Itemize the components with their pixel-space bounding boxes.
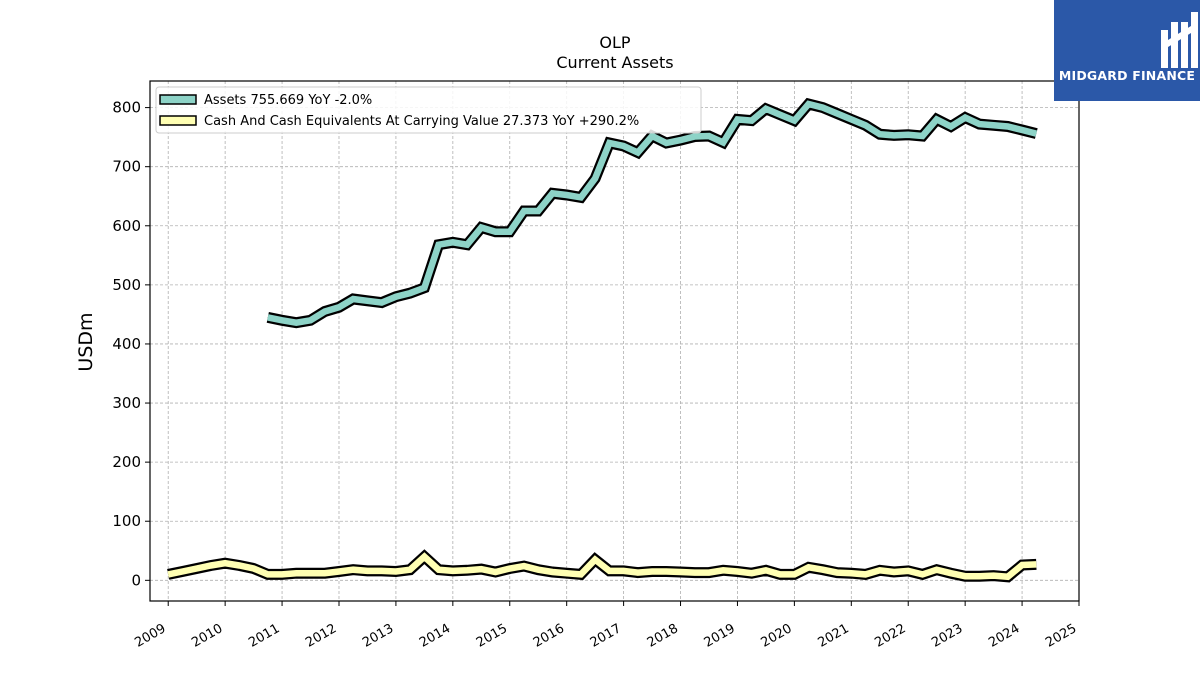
midgard-logo-icon (1161, 12, 1198, 68)
x-tick-label: 2021 (815, 621, 851, 651)
chart-subtitle: Current Assets (556, 53, 673, 72)
logo-text: MIDGARD FINANCE (1058, 68, 1196, 83)
grid-lines (150, 81, 1080, 601)
legend-swatch-cash (159, 115, 197, 126)
x-tick-label: 2012 (303, 621, 339, 651)
plot-frame (149, 80, 1080, 602)
brand-logo: MIDGARD FINANCE (1054, 0, 1200, 101)
y-axis-label: USDm (75, 312, 97, 371)
x-tick-label: 2010 (189, 621, 225, 651)
y-tick-label: 800 (112, 99, 141, 117)
legend-box (155, 86, 702, 134)
y-tick-label: 600 (112, 217, 141, 235)
y-tick-label: 500 (112, 276, 141, 294)
y-tick-label: 100 (112, 512, 141, 530)
legend-label-assets: Assets 755.669 YoY -2.0% (204, 93, 372, 108)
x-tick-label: 2009 (132, 621, 168, 651)
x-tick-label: 2011 (246, 621, 282, 651)
x-tick-label: 2016 (531, 621, 567, 651)
x-tick-label: 2022 (872, 621, 908, 651)
x-tick-label: 2018 (645, 621, 681, 651)
y-tick-label: 700 (112, 158, 141, 176)
legend-swatch-assets (159, 94, 197, 105)
x-tick-label: 2023 (929, 621, 965, 651)
x-tick-label: 2017 (588, 621, 624, 651)
chart-title: OLP (599, 33, 631, 52)
series-line-0 (267, 100, 1038, 326)
y-tick-label: 400 (112, 335, 141, 353)
y-tick-label: 0 (131, 571, 141, 589)
series-line-1 (167, 552, 1037, 581)
x-tick-label: 2025 (1043, 621, 1079, 651)
legend-label-cash: Cash And Cash Equivalents At Carrying Va… (204, 114, 639, 129)
y-tick-label: 300 (112, 394, 141, 412)
x-tick-label: 2013 (360, 621, 396, 651)
x-tick-label: 2014 (417, 621, 453, 651)
x-tick-label: 2020 (759, 621, 795, 651)
x-tick-label: 2024 (986, 621, 1022, 651)
x-tick-label: 2019 (702, 621, 738, 651)
y-tick-label: 200 (112, 453, 141, 471)
series-lines (167, 97, 1038, 583)
legend: Assets 755.669 YoY -2.0% Cash And Cash E… (155, 86, 702, 134)
x-tick-label: 2015 (474, 621, 510, 651)
